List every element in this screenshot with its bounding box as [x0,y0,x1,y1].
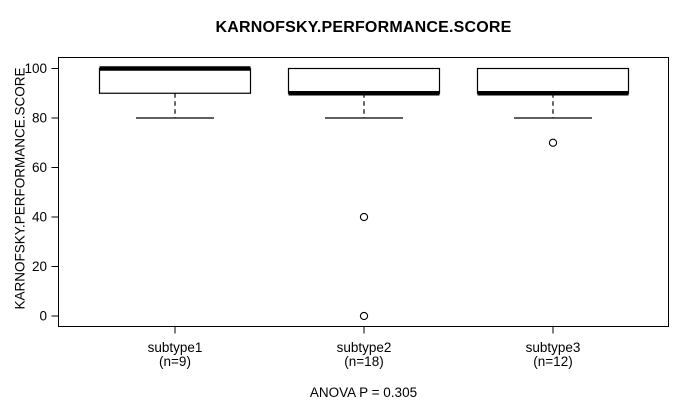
box-subtype3 [476,67,630,94]
outlier-point-subtype2 [359,212,369,222]
y-tick-label: 40 [32,210,47,225]
x-tick-sublabel-subtype2: (n=18) [344,354,383,369]
x-tick-sublabel-subtype3: (n=12) [533,354,572,369]
y-tick-label: 0 [39,309,47,324]
anova-p-value-text: ANOVA P = 0.305 [309,385,418,400]
x-tick-label-subtype3: subtype3 [526,340,581,355]
y-tick-label: 80 [32,111,47,126]
x-tick-label-subtype2: subtype2 [337,340,392,355]
x-tick-sublabel-subtype1: (n=9) [159,354,191,369]
chart-title: KARNOFSKY.PERFORMANCE.SCORE [215,19,512,36]
box-subtype2 [287,67,441,94]
y-tick-label: 20 [32,259,47,274]
outlier-point-subtype2 [359,311,369,321]
outlier-point-subtype3 [548,138,558,147]
y-tick-label: 100 [24,61,47,76]
y-tick-label: 60 [32,160,47,175]
plot-frame [58,57,669,327]
box-subtype1 [98,67,252,94]
x-tick-label-subtype1: subtype1 [148,340,203,355]
